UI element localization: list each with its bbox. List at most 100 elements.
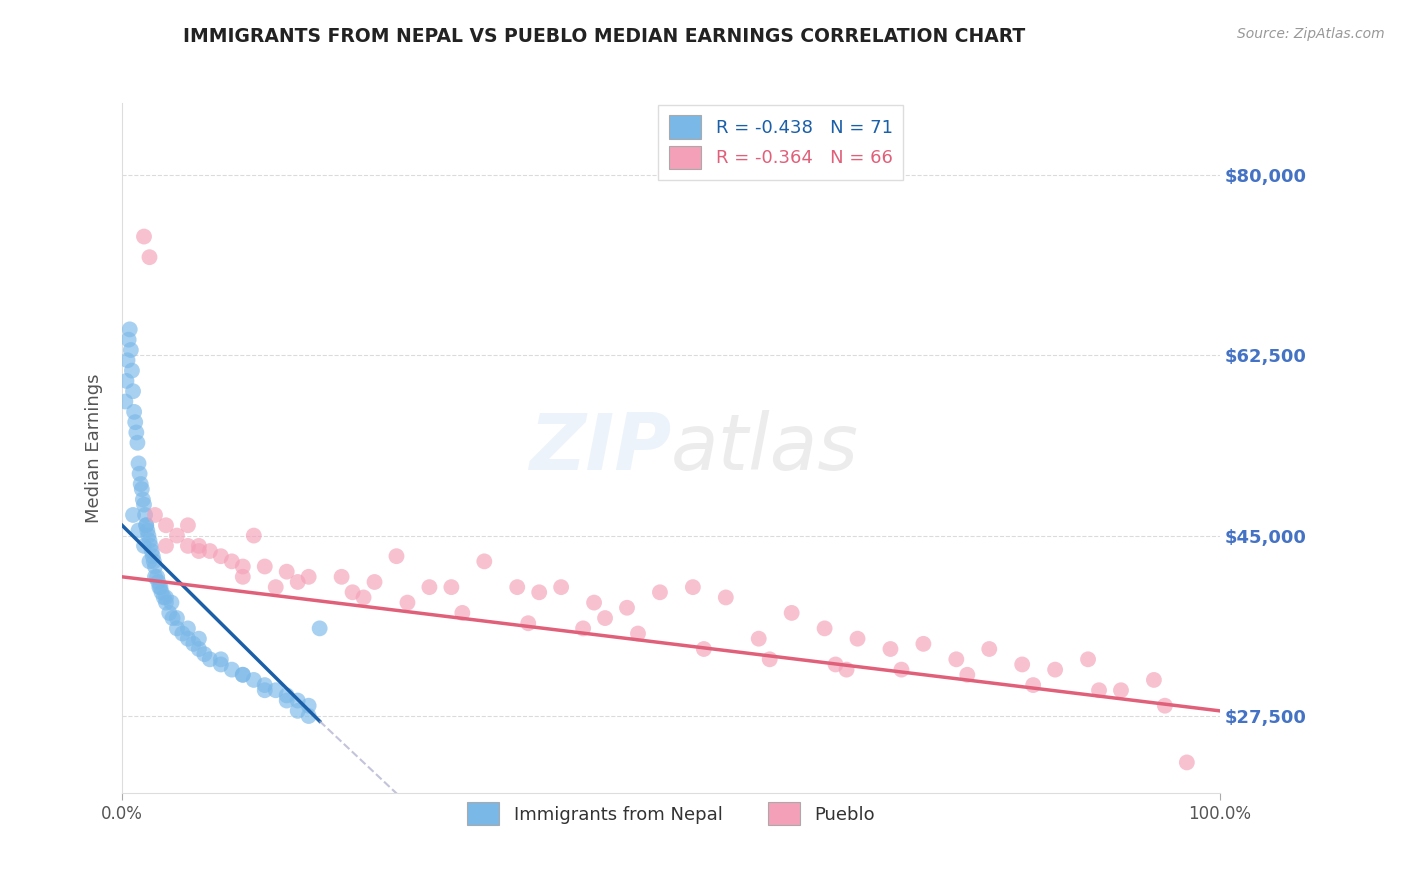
Point	[276, 689, 298, 703]
Point	[890, 663, 912, 677]
Point	[132, 498, 155, 512]
Point	[846, 632, 869, 646]
Point	[128, 524, 150, 538]
Point	[287, 704, 309, 718]
Point	[152, 591, 174, 605]
Point	[177, 518, 200, 533]
Point	[117, 353, 139, 368]
Point	[132, 229, 155, 244]
Point	[879, 642, 901, 657]
Point	[127, 435, 149, 450]
Point	[287, 693, 309, 707]
Point	[134, 508, 156, 522]
Point	[114, 394, 136, 409]
Point	[221, 663, 243, 677]
Point	[550, 580, 572, 594]
Point	[187, 642, 209, 657]
Point	[956, 667, 979, 681]
Point	[128, 457, 150, 471]
Point	[193, 647, 215, 661]
Point	[141, 544, 163, 558]
Point	[143, 570, 166, 584]
Point	[232, 667, 254, 681]
Point	[714, 591, 737, 605]
Point	[945, 652, 967, 666]
Point	[330, 570, 353, 584]
Point	[748, 632, 770, 646]
Point	[1175, 756, 1198, 770]
Point	[124, 415, 146, 429]
Point	[209, 657, 232, 672]
Point	[155, 596, 177, 610]
Point	[150, 585, 173, 599]
Point	[166, 621, 188, 635]
Point	[506, 580, 529, 594]
Point	[232, 559, 254, 574]
Point	[1109, 683, 1132, 698]
Point	[813, 621, 835, 635]
Point	[198, 544, 221, 558]
Point	[298, 709, 321, 723]
Point	[121, 363, 143, 377]
Point	[451, 606, 474, 620]
Point	[135, 518, 157, 533]
Point	[472, 554, 495, 568]
Point	[129, 477, 152, 491]
Point	[115, 374, 138, 388]
Point	[139, 539, 162, 553]
Text: Source: ZipAtlas.com: Source: ZipAtlas.com	[1237, 27, 1385, 41]
Point	[132, 492, 155, 507]
Point	[276, 693, 298, 707]
Point	[138, 528, 160, 542]
Point	[128, 467, 150, 481]
Point	[155, 591, 177, 605]
Point	[253, 559, 276, 574]
Point	[138, 554, 160, 568]
Y-axis label: Median Earnings: Median Earnings	[86, 373, 103, 523]
Point	[440, 580, 463, 594]
Point	[131, 482, 153, 496]
Point	[155, 518, 177, 533]
Point	[682, 580, 704, 594]
Point	[177, 632, 200, 646]
Point	[385, 549, 408, 564]
Text: IMMIGRANTS FROM NEPAL VS PUEBLO MEDIAN EARNINGS CORRELATION CHART: IMMIGRANTS FROM NEPAL VS PUEBLO MEDIAN E…	[183, 27, 1026, 45]
Point	[149, 580, 172, 594]
Point	[780, 606, 803, 620]
Point	[527, 585, 550, 599]
Point	[135, 518, 157, 533]
Point	[253, 678, 276, 692]
Point	[418, 580, 440, 594]
Point	[287, 574, 309, 589]
Point	[209, 652, 232, 666]
Point	[166, 611, 188, 625]
Point	[122, 508, 145, 522]
Point	[253, 683, 276, 698]
Point	[122, 384, 145, 399]
Point	[122, 405, 145, 419]
Point	[264, 580, 287, 594]
Point	[166, 528, 188, 542]
Point	[693, 642, 716, 657]
Point	[1154, 698, 1177, 713]
Point	[1022, 678, 1045, 692]
Point	[138, 250, 160, 264]
Text: ZIP: ZIP	[529, 410, 671, 486]
Text: atlas: atlas	[671, 410, 859, 486]
Point	[120, 343, 142, 357]
Point	[572, 621, 595, 635]
Point	[242, 673, 264, 687]
Point	[232, 570, 254, 584]
Point	[353, 591, 375, 605]
Point	[1043, 663, 1066, 677]
Point	[979, 642, 1001, 657]
Point	[148, 580, 170, 594]
Point	[187, 632, 209, 646]
Point	[118, 322, 141, 336]
Point	[198, 652, 221, 666]
Point	[142, 554, 165, 568]
Point	[1077, 652, 1099, 666]
Point	[155, 539, 177, 553]
Point	[146, 570, 169, 584]
Point	[583, 596, 606, 610]
